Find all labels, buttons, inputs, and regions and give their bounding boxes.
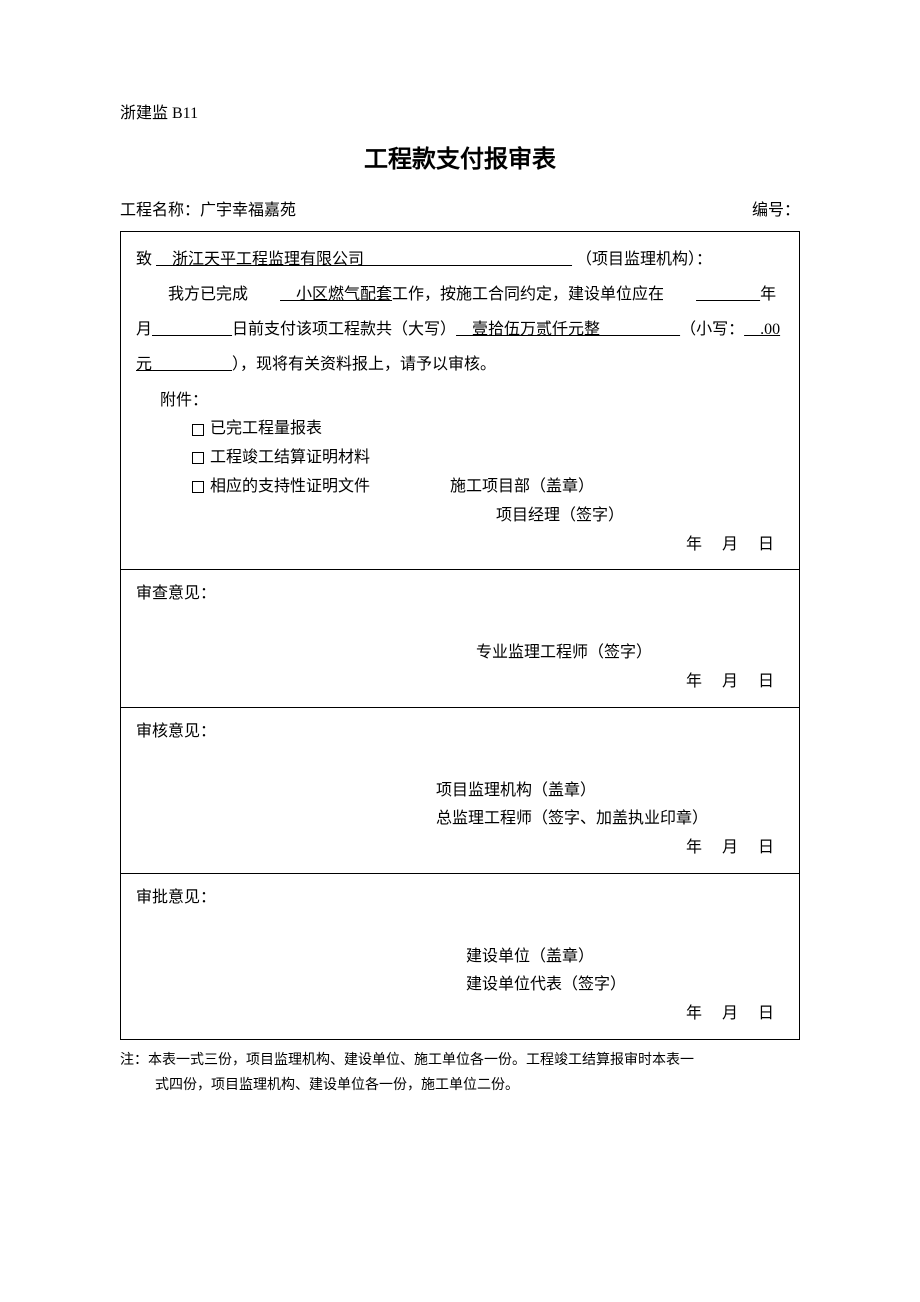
- date-line-1: 年 月 日: [136, 531, 784, 560]
- project-row: 工程名称：广宇幸福嘉苑 编号：: [120, 197, 800, 226]
- to-line: 致 浙江天平工程监理有限公司 （项目监理机构）：: [136, 242, 784, 277]
- line2-pre: 我方已完成: [168, 286, 248, 303]
- project-name: 广宇幸福嘉苑: [200, 202, 296, 219]
- section-approval: 审批意见： 建设单位（盖章） 建设单位代表（签字） 年 月 日: [121, 874, 799, 1039]
- line3-pre: 日前支付该项工程款共（大写）: [232, 321, 456, 338]
- form-container: 致 浙江天平工程监理有限公司 （项目监理机构）： 我方已完成 小区燃气配套工作，…: [120, 231, 800, 1040]
- review-label: 审查意见：: [136, 580, 784, 609]
- date-line-3: 年 月 日: [136, 834, 784, 863]
- body-line3: 月 日前支付该项工程款共（大写） 壹拾伍万贰仟元整 （小写： .00: [136, 312, 784, 347]
- body-line2: 我方已完成 小区燃气配套工作，按施工合同约定，建设单位应在 年: [136, 277, 784, 312]
- approval-sig2: 建设单位代表（签字）: [136, 971, 784, 1000]
- line2-year: 年: [760, 286, 776, 303]
- date-line-2: 年 月 日: [136, 668, 784, 697]
- attach-item-3: 相应的支持性证明文件 施工项目部（盖章）: [136, 473, 784, 502]
- line3-small-label: （小写：: [680, 321, 744, 338]
- line3-amount: 壹拾伍万贰仟元整: [456, 312, 680, 347]
- checkbox-icon: [192, 424, 204, 436]
- section-audit: 审核意见： 项目监理机构（盖章） 总监理工程师（签字、加盖执业印章） 年 月 日: [121, 708, 799, 874]
- line2-mid: 工作，按施工合同约定，建设单位应在: [392, 286, 664, 303]
- attach-item-1: 已完工程量报表: [136, 415, 784, 444]
- line3-small-value: .00: [744, 312, 780, 347]
- attach2-text: 工程竣工结算证明材料: [210, 449, 370, 466]
- number-label: 编号：: [752, 202, 800, 219]
- audit-sig2: 总监理工程师（签字、加盖执业印章）: [136, 805, 784, 834]
- attach1-text: 已完工程量报表: [210, 420, 322, 437]
- form-title: 工程款支付报审表: [120, 139, 800, 182]
- sig1: 施工项目部（盖章）: [370, 473, 784, 502]
- project-label: 工程名称：: [120, 202, 200, 219]
- checkbox-icon: [192, 452, 204, 464]
- to-suffix: （项目监理机构）：: [576, 251, 712, 268]
- footnote: 注：本表一式三份，项目监理机构、建设单位、施工单位各一份。工程竣工结算报审时本表…: [120, 1048, 800, 1098]
- project-name-field: 工程名称：广宇幸福嘉苑: [120, 197, 296, 226]
- approval-sig1: 建设单位（盖章）: [136, 943, 784, 972]
- date-line-4: 年 月 日: [136, 1000, 784, 1029]
- to-value: 浙江天平工程监理有限公司: [156, 242, 572, 277]
- line4-blank: [152, 347, 232, 382]
- sig2: 项目经理（签字）: [136, 502, 784, 531]
- checkbox-icon: [192, 481, 204, 493]
- attach3-text: 相应的支持性证明文件: [210, 478, 370, 495]
- header-code: 浙建监 B11: [120, 100, 800, 129]
- line3-month: 月: [136, 321, 152, 338]
- to-label: 致: [136, 251, 152, 268]
- note-label: 注：: [120, 1053, 148, 1068]
- body-line4: 元 ），现将有关资料报上，请予以审核。: [136, 347, 784, 382]
- section-application: 致 浙江天平工程监理有限公司 （项目监理机构）： 我方已完成 小区燃气配套工作，…: [121, 232, 799, 571]
- attach-label: 附件：: [136, 387, 784, 416]
- section-review: 审查意见： 专业监理工程师（签字） 年 月 日: [121, 570, 799, 707]
- number-field: 编号：: [752, 197, 800, 226]
- review-sig: 专业监理工程师（签字）: [136, 639, 784, 668]
- line3-blank1: [152, 312, 232, 347]
- note-line1: 本表一式三份，项目监理机构、建设单位、施工单位各一份。工程竣工结算报审时本表一: [148, 1053, 694, 1068]
- audit-label: 审核意见：: [136, 718, 784, 747]
- note-line2: 式四份，项目监理机构、建设单位各一份，施工单位二份。: [120, 1073, 800, 1098]
- approval-label: 审批意见：: [136, 884, 784, 913]
- line2-blank: [664, 277, 760, 312]
- line2-work: 小区燃气配套: [248, 277, 392, 312]
- line4-unit: 元: [136, 347, 152, 382]
- line4-suffix: ），现将有关资料报上，请予以审核。: [232, 356, 496, 373]
- audit-sig1: 项目监理机构（盖章）: [136, 777, 784, 806]
- attach-item-2: 工程竣工结算证明材料: [136, 444, 784, 473]
